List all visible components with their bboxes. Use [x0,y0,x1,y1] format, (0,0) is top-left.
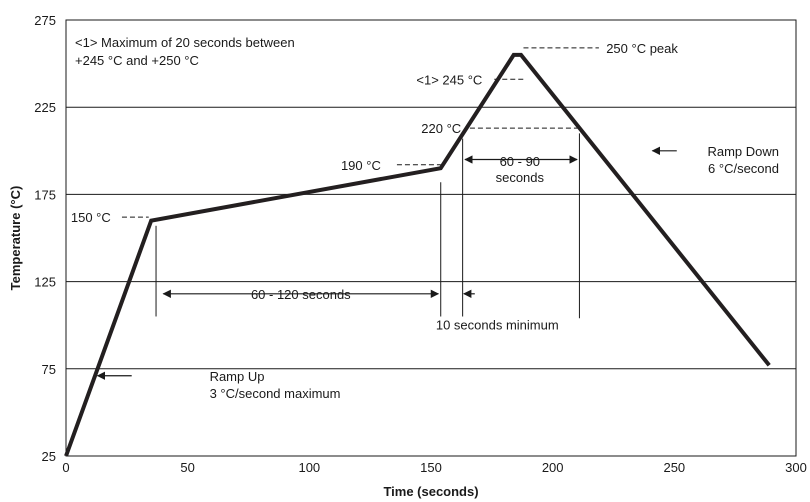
ramp-up-label-1: Ramp Up [210,369,265,384]
y-tick-label: 175 [34,187,56,202]
y-axis-title: Temperature (°C) [8,186,23,291]
guide-lines [121,47,599,319]
x-tick-label: 50 [180,460,194,475]
dwell-label-2: seconds [496,170,545,185]
x-axis-title: Time (seconds) [383,484,478,499]
x-tick-label: 300 [785,460,807,475]
x-tick-label: 250 [663,460,685,475]
t150-label: 150 °C [71,210,111,225]
dwell-label-1: 60 - 90 [500,154,540,169]
note-line-2: +245 °C and +250 °C [75,53,199,68]
y-tick-label: 275 [34,13,56,28]
peak-label: 250 °C peak [606,41,678,56]
annotations: <1> Maximum of 20 seconds between +245 °… [71,35,779,401]
ramp-up-label-2: 3 °C/second maximum [210,386,341,401]
soak-label: 60 - 120 seconds [251,287,351,302]
x-tick-label: 150 [420,460,442,475]
t190-label: 190 °C [341,158,381,173]
ramp-down-label-2: 6 °C/second [708,161,779,176]
dimension-arrows [96,146,677,380]
y-tick-label: 125 [34,275,56,290]
temperature-profile-line [64,52,771,457]
ramp-down-label-1: Ramp Down [707,144,779,159]
plot-frame [65,19,797,457]
t220-label: 220 °C [421,121,461,136]
y-tick-label: 225 [34,100,56,115]
x-tick-label: 0 [62,460,69,475]
note-line-1: <1> Maximum of 20 seconds between [75,35,295,50]
x-tick-label: 200 [542,460,564,475]
minimum-time-label: 10 seconds minimum [436,317,559,332]
gridlines [66,106,796,370]
tick-labels: 25 75 125 175 225 275 0 50 100 150 200 250 300 [34,13,807,475]
y-tick-label: 25 [42,449,56,464]
t245-label: <1> 245 °C [416,72,482,87]
y-tick-label: 75 [42,362,56,377]
x-tick-label: 100 [298,460,320,475]
